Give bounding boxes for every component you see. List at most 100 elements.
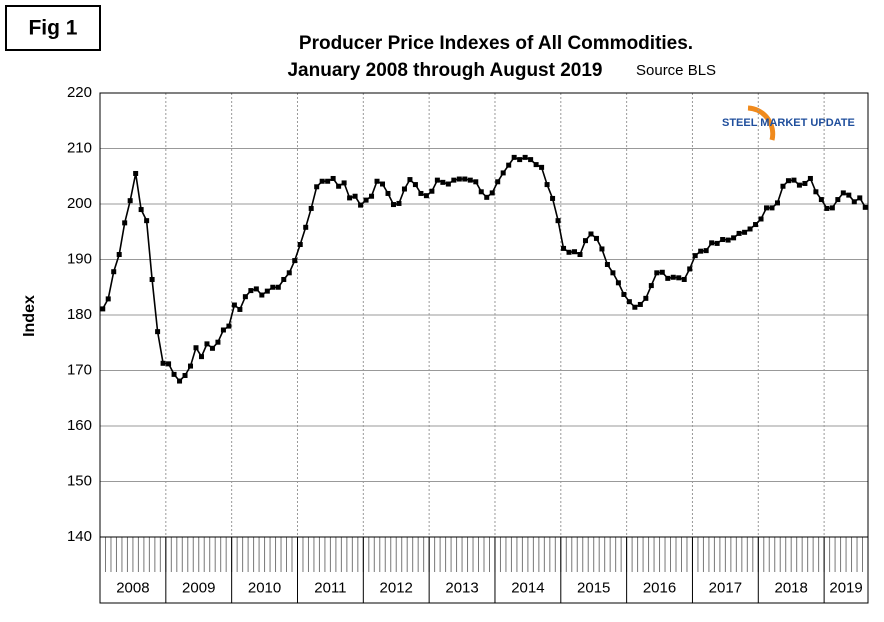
logo-arc [747, 105, 776, 141]
data-point [144, 218, 150, 224]
data-point [374, 178, 380, 184]
y-tick-label: 150 [67, 472, 92, 489]
x-tick-label: 2015 [577, 579, 610, 596]
data-point [473, 179, 479, 185]
data-point [149, 276, 155, 282]
x-tick-label: 2017 [709, 579, 742, 596]
data-point [204, 341, 210, 347]
data-point [643, 295, 649, 301]
data-point [544, 182, 550, 188]
data-point [242, 294, 248, 300]
chart-subtitle: January 2008 through August 2019 [287, 60, 602, 81]
data-point [621, 291, 627, 297]
data-point [676, 275, 682, 281]
data-point [500, 170, 506, 176]
data-point [610, 270, 616, 276]
data-point [396, 200, 402, 206]
data-point [604, 261, 610, 267]
data-point [166, 361, 172, 367]
source: Source BLS [636, 62, 716, 79]
data-point [780, 183, 786, 189]
data-point [857, 195, 863, 201]
data-point [572, 249, 578, 255]
x-tick-label: 2011 [314, 579, 346, 596]
data-point [352, 193, 358, 199]
data-point [358, 202, 364, 208]
data-point [522, 154, 528, 160]
data-point [785, 178, 791, 184]
data-point [220, 327, 226, 333]
data-point [209, 345, 215, 351]
data-point [253, 286, 259, 292]
data-point [742, 229, 748, 235]
data-point [692, 253, 698, 259]
data-point [445, 181, 451, 187]
data-point [615, 280, 621, 286]
data-point [237, 306, 243, 312]
data-point [665, 275, 671, 281]
data-point [412, 182, 418, 188]
data-point [226, 323, 232, 329]
data-point [714, 240, 720, 246]
y-tick-label: 210 [67, 139, 92, 156]
data-point [297, 242, 303, 248]
data-point [818, 197, 824, 203]
data-point [555, 218, 561, 224]
data-point [758, 216, 764, 222]
data-point [133, 170, 139, 176]
x-tick-label: 2014 [511, 579, 544, 596]
data-point [270, 284, 276, 290]
data-point [681, 276, 687, 282]
data-point [319, 178, 325, 184]
data-point [862, 204, 868, 210]
data-point [122, 220, 128, 226]
data-point [336, 183, 342, 189]
y-tick-label: 170 [67, 361, 92, 378]
data-point [160, 360, 166, 366]
data-point [325, 178, 331, 184]
data-point [363, 197, 369, 203]
data-point [698, 248, 704, 254]
data-point [429, 188, 435, 194]
data-point [840, 190, 846, 196]
data-point [736, 230, 742, 236]
data-point [846, 192, 852, 198]
data-point [286, 270, 292, 276]
data-point [654, 270, 660, 276]
data-point [380, 181, 386, 187]
data-point [330, 175, 336, 181]
data-point [769, 205, 775, 211]
data-point [248, 288, 254, 294]
data-point [593, 235, 599, 241]
data-point [105, 296, 111, 302]
data-point [835, 197, 841, 203]
y-tick-label: 190 [67, 250, 92, 267]
data-point [648, 283, 654, 289]
data-point [347, 195, 353, 201]
data-point [440, 179, 446, 185]
x-tick-label: 2009 [182, 579, 215, 596]
x-tick-label: 2019 [829, 579, 862, 596]
data-point [753, 222, 759, 228]
data-point [813, 189, 819, 195]
data-point [292, 258, 298, 264]
data-point [308, 205, 314, 211]
data-point [401, 186, 407, 192]
data-point [550, 195, 556, 201]
data-point [796, 182, 802, 188]
data-point [138, 207, 144, 213]
data-point [231, 302, 237, 308]
data-point [314, 184, 320, 190]
data-point [829, 205, 835, 211]
x-tick-label: 2008 [116, 579, 149, 596]
data-point [632, 304, 638, 310]
data-point [851, 199, 857, 205]
x-tick-label: 2012 [380, 579, 413, 596]
data-point [774, 200, 780, 206]
data-point [215, 339, 221, 345]
data-point [637, 301, 643, 307]
series-line [101, 156, 866, 383]
x-tick-label: 2018 [775, 579, 808, 596]
y-tick-label: 200 [67, 195, 92, 212]
data-point [791, 177, 797, 183]
